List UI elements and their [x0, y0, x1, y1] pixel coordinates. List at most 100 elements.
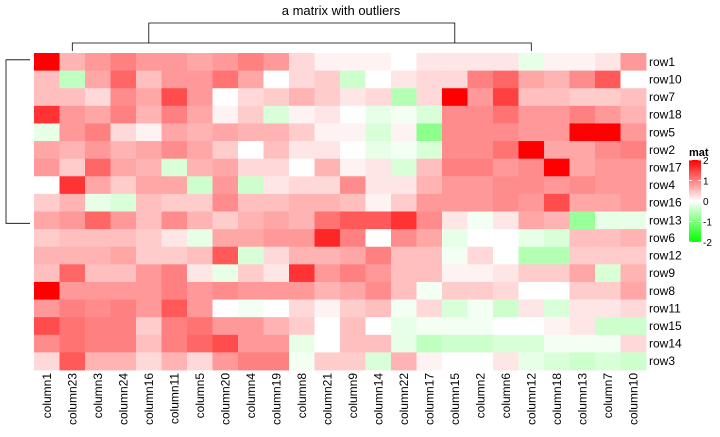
column-label-column11: column11	[167, 373, 181, 424]
heatmap-cell-row18-column21	[314, 105, 341, 124]
heatmap-cell-row10-column24	[110, 70, 137, 89]
legend-tick-label: -1	[703, 218, 712, 229]
heatmap-cell-row14-column6	[493, 334, 519, 353]
heatmap-cell-row9-column21	[314, 264, 341, 283]
column-label-column2: column2	[473, 373, 487, 419]
heatmap-cell-row2-column8	[289, 141, 315, 160]
heatmap-cell-row16-column2	[467, 193, 494, 212]
heatmap-cell-row5-column11	[161, 123, 188, 142]
heatmap-cell-row9-column6	[493, 264, 519, 283]
heatmap-cell-row15-column22	[391, 317, 417, 336]
heatmap-cell-row15-column3	[85, 317, 111, 336]
heatmap-cell-row17-column14	[365, 158, 392, 177]
heatmap-cell-row6-column24	[110, 229, 137, 248]
heatmap-cell-row6-column23	[59, 229, 86, 248]
heatmap-cell-row13-column7	[595, 211, 621, 230]
row-label-row16: row16	[649, 196, 682, 210]
heatmap-cell-row16-column4	[238, 193, 264, 212]
heatmap-cell-row18-column13	[569, 105, 596, 124]
heatmap-cell-row8-column19	[263, 281, 290, 300]
heatmap-cell-row11-column8	[289, 299, 315, 318]
heatmap-cell-row7-column8	[289, 88, 315, 107]
heatmap-cell-row8-column20	[212, 281, 239, 300]
heatmap-cell-row11-column10	[620, 299, 647, 318]
heatmap-cell-row13-column1	[34, 211, 60, 230]
heatmap-cell-row12-column11	[161, 246, 188, 265]
heatmap-cell-row2-column10	[620, 141, 647, 160]
heatmap-cell-row11-column2	[467, 299, 494, 318]
heatmap-cell-row13-column19	[263, 211, 290, 230]
heatmap-cell-row9-column18	[544, 264, 570, 283]
heatmap-cell-row1-column2	[467, 53, 494, 72]
column-label-column19: column19	[269, 373, 283, 425]
heatmap-cell-row2-column24	[110, 141, 137, 160]
row-label-row17: row17	[649, 160, 682, 174]
heatmap-cell-row11-column18	[544, 299, 570, 318]
heatmap-cell-row2-column19	[263, 141, 290, 160]
heatmap-cell-row14-column7	[595, 334, 621, 353]
heatmap-cell-row10-column14	[365, 70, 392, 89]
heatmap-cell-row12-column15	[442, 246, 468, 265]
heatmap-cell-row18-column24	[110, 105, 137, 124]
row-label-row14: row14	[649, 337, 682, 351]
heatmap-cell-row8-column21	[314, 281, 341, 300]
heatmap-cell-row12-column21	[314, 246, 341, 265]
heatmap-cell-row2-column3	[85, 141, 111, 160]
heatmap-cell-row1-column8	[289, 53, 315, 72]
row-labels: row1 row10 row7 row18 row5 row2 row17 row4 row16…	[649, 55, 682, 368]
heatmap-cell-row14-column3	[85, 334, 111, 353]
heatmap-cell-row12-column6	[493, 246, 519, 265]
column-label-column15: column15	[448, 373, 462, 425]
heatmap-cell-row15-column20	[212, 317, 239, 336]
heatmap-cell-row4-column7	[595, 176, 621, 195]
heatmap-cell-row1-column15	[442, 53, 468, 72]
heatmap-cell-row16-column6	[493, 193, 519, 212]
heatmap-cell-row7-column2	[467, 88, 494, 107]
heatmap-cell-row12-column17	[416, 246, 443, 265]
chart-title: a matrix with outliers	[282, 3, 401, 18]
heatmap-cell-row11-column7	[595, 299, 621, 318]
heatmap-cell-row3-column2	[467, 352, 494, 371]
heatmap-cell-row7-column18	[544, 88, 570, 107]
column-label-column14: column14	[371, 373, 385, 425]
heatmap-cell-row10-column20	[212, 70, 239, 89]
heatmap-cell-row10-column12	[518, 70, 545, 89]
heatmap-cell-row13-column8	[289, 211, 315, 230]
heatmap-cell-row6-column13	[569, 229, 596, 248]
heatmap-cell-row1-column9	[340, 53, 366, 72]
heatmap-cell-row3-column16	[136, 352, 162, 371]
heatmap-cell-row12-column19	[263, 246, 290, 265]
heatmap-cell-row3-column4	[238, 352, 264, 371]
column-label-column4: column4	[244, 373, 258, 419]
heatmap-cell-row4-column10	[620, 176, 647, 195]
row-label-row13: row13	[649, 213, 682, 227]
heatmap-cell-row17-column1	[34, 158, 60, 177]
heatmap-cell-row9-column10	[620, 264, 647, 283]
heatmap-cell-row18-column10	[620, 105, 647, 124]
heatmap-cell-row18-column17	[416, 105, 443, 124]
heatmap-cell-row13-column4	[238, 211, 264, 230]
heatmap-cell-row8-column12	[518, 281, 545, 300]
heatmap-cell-row3-column24	[110, 352, 137, 371]
heatmap-cell-row14-column21	[314, 334, 341, 353]
heatmap-cell-row1-column1	[34, 53, 60, 72]
heatmap-cell-row9-column7	[595, 264, 621, 283]
heatmap-cell-row6-column9	[340, 229, 366, 248]
heatmap-cell-row4-column12	[518, 176, 545, 195]
heatmap-cell-row18-column3	[85, 105, 111, 124]
heatmap-cell-row6-column18	[544, 229, 570, 248]
heatmap-cell-row5-column1	[34, 123, 60, 142]
heatmap-cell-row18-column7	[595, 105, 621, 124]
heatmap-cell-row7-column4	[238, 88, 264, 107]
heatmap-cell-row13-column2	[467, 211, 494, 230]
heatmap-cell-row2-column11	[161, 141, 188, 160]
heatmap-cell-row1-column13	[569, 53, 596, 72]
heatmap-cell-row3-column15	[442, 352, 468, 371]
heatmap-cell-row14-column12	[518, 334, 545, 353]
heatmap-cell-row6-column3	[85, 229, 111, 248]
heatmap-cell-row6-column12	[518, 229, 545, 248]
heatmap-cell-row7-column5	[187, 88, 213, 107]
heatmap-cell-row5-column6	[493, 123, 519, 142]
heatmap-cell-row1-column11	[161, 53, 188, 72]
row-label-row3: row3	[649, 354, 675, 368]
